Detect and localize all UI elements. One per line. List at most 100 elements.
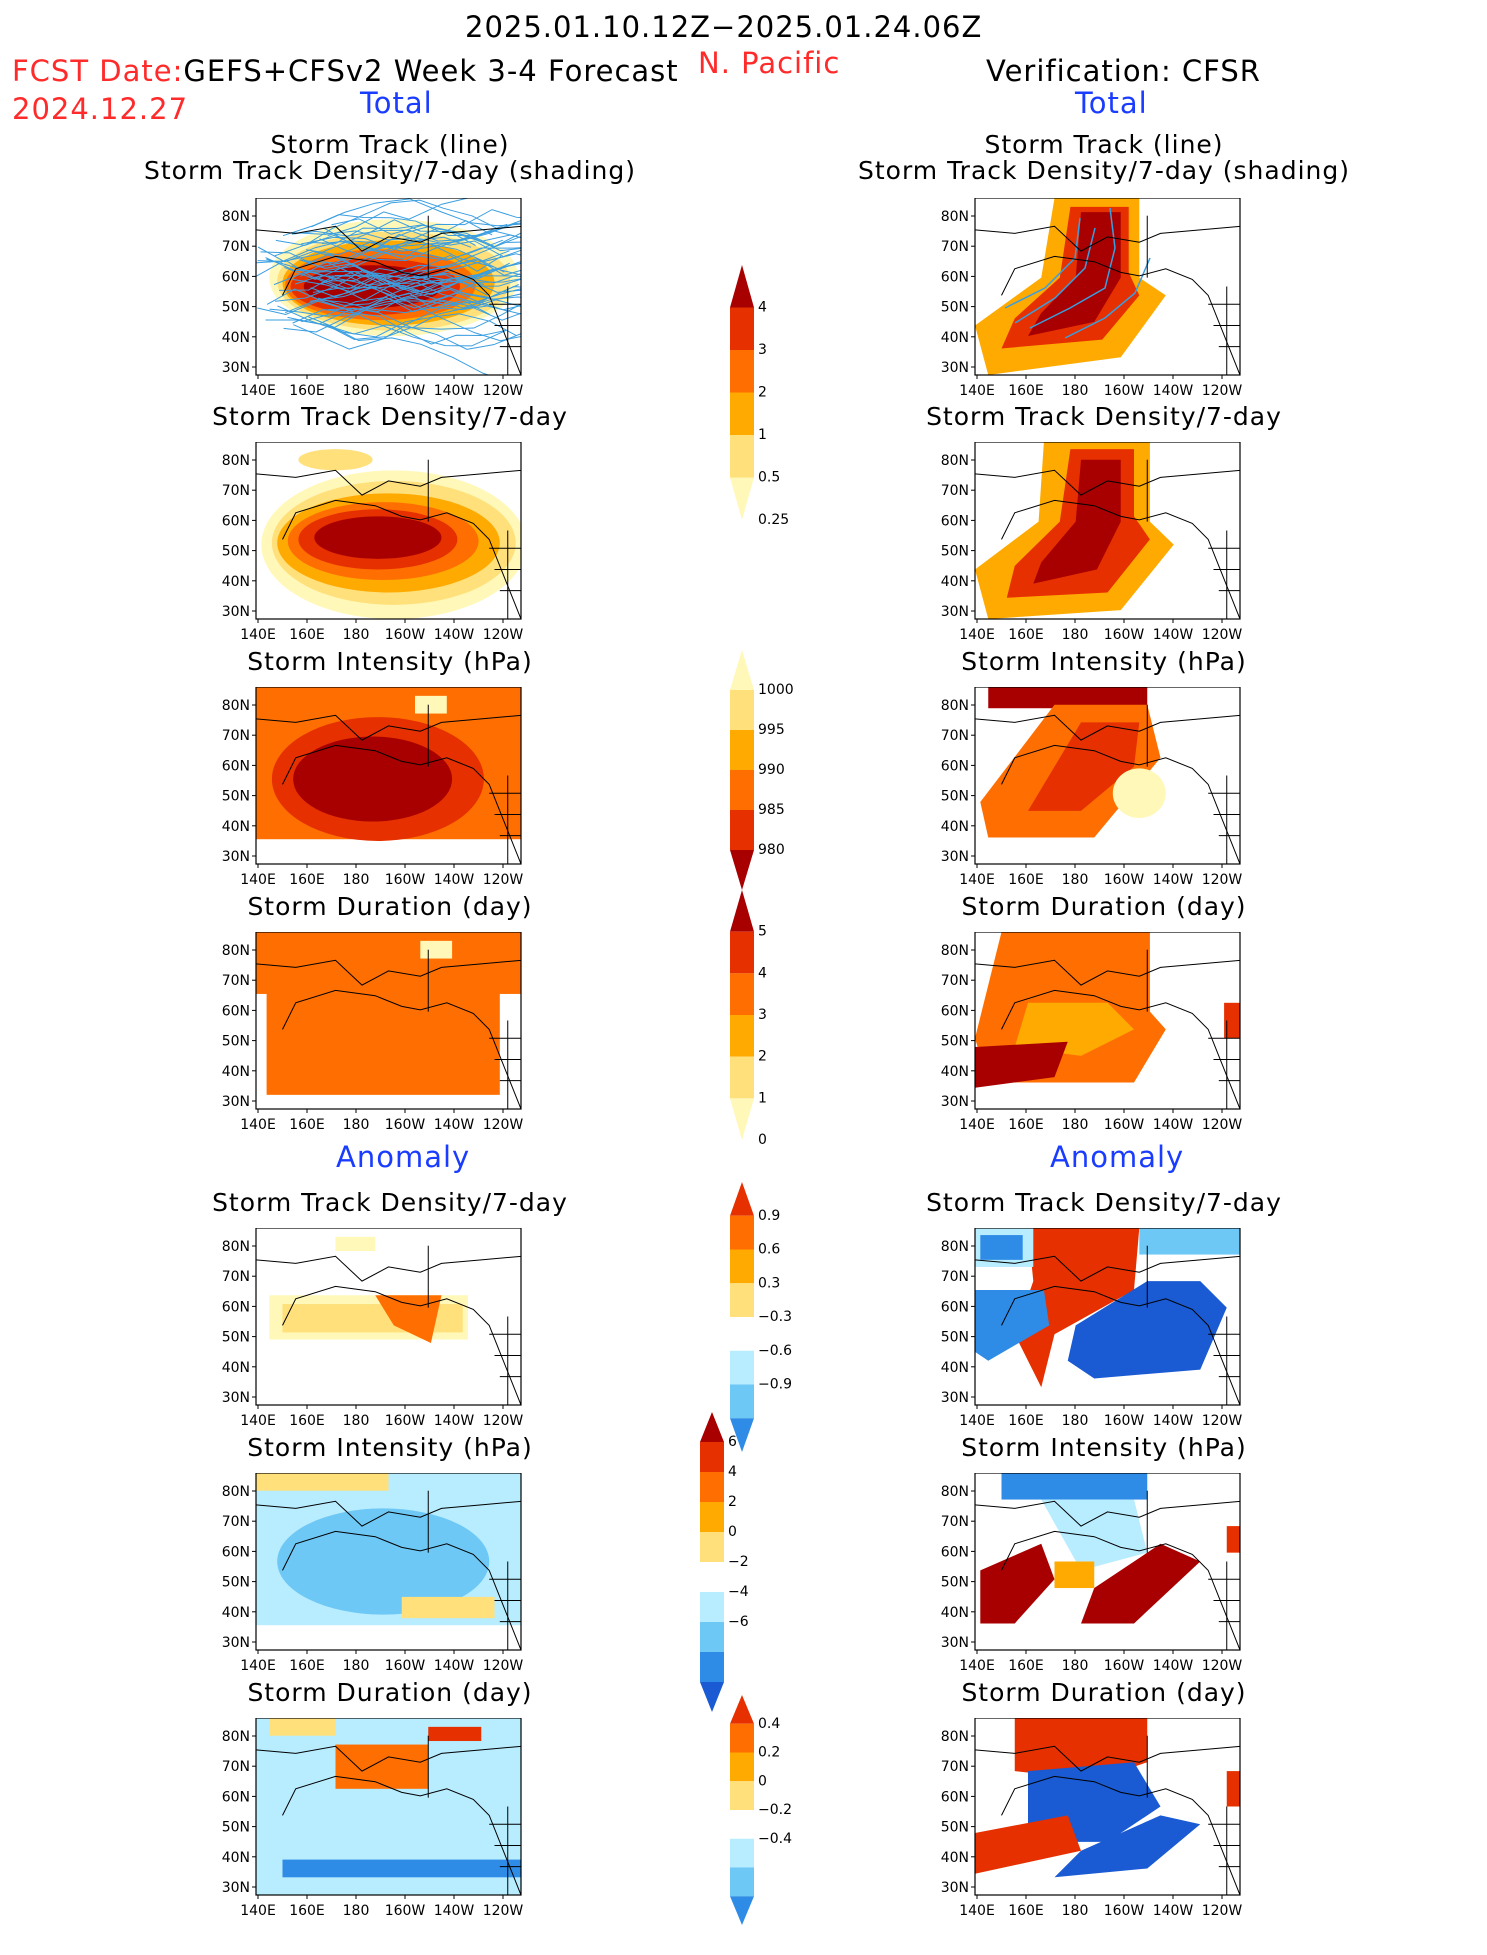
coastline bbox=[1001, 1530, 1240, 1650]
lat-tick-label: 70N bbox=[222, 728, 250, 744]
lat-tick-label: 80N bbox=[941, 209, 969, 225]
map-panel-fcst-total-track: 80N 70N 60N 50N 40N 30N 140E 160E 180 160W 140W 120… bbox=[222, 198, 523, 399]
colorbar-cb-duration: 5 4 3 2 1 0 bbox=[730, 890, 767, 1148]
title-fcst-track-shading: Storm Track Density/7-day (shading) bbox=[143, 156, 637, 185]
lon-tick-label: 180 bbox=[1062, 383, 1089, 399]
lon-tick-label: 140E bbox=[240, 1117, 276, 1133]
lon-tick-label: 180 bbox=[1062, 627, 1089, 643]
colorbar-label: 4 bbox=[758, 300, 767, 316]
coastline bbox=[489, 1806, 521, 1895]
storm-track-line bbox=[320, 270, 521, 303]
lon-tick-label: 180 bbox=[1062, 1117, 1089, 1133]
lon-tick-label: 160E bbox=[1008, 627, 1044, 643]
storm-track-line bbox=[296, 267, 521, 342]
colorbar-segment bbox=[700, 1622, 724, 1652]
storm-track-line bbox=[1029, 207, 1116, 329]
shade-region bbox=[1067, 1281, 1227, 1379]
map-frame bbox=[974, 1228, 1241, 1406]
map-frame bbox=[255, 442, 522, 620]
colorbar-segment bbox=[700, 1412, 724, 1442]
lat-tick-label: 30N bbox=[941, 849, 969, 865]
storm-track-line bbox=[1014, 227, 1096, 324]
colorbar-cb-anom-density: 0.9 0.6 0.3 −0.3 −0.6 −0.9 bbox=[730, 1182, 792, 1452]
shade-region bbox=[266, 985, 500, 1095]
lat-tick-label: 40N bbox=[941, 1064, 969, 1080]
map-panel-cfsr-anom-density: 80N 70N 60N 50N 40N 30N 140E 160E 180 160W 140W 120… bbox=[941, 1228, 1243, 1429]
lat-tick-label: 30N bbox=[222, 1390, 250, 1406]
colorbar-label: −0.3 bbox=[758, 1309, 792, 1325]
colorbar-label: 3 bbox=[758, 1007, 767, 1023]
lon-tick-label: 140W bbox=[1153, 1413, 1194, 1429]
map-panel-cfsr-anom-duration: 80N 70N 60N 50N 40N 30N 140E 160E 180 160W 140W 120… bbox=[941, 1718, 1242, 1919]
colorbar-segment bbox=[700, 1502, 724, 1532]
shade-region bbox=[298, 449, 373, 471]
lat-tick-label: 70N bbox=[941, 1514, 969, 1530]
coastline bbox=[1001, 1285, 1240, 1405]
lon-tick-label: 140W bbox=[1153, 1903, 1194, 1919]
lon-tick-label: 120W bbox=[483, 1903, 524, 1919]
lat-tick-label: 50N bbox=[941, 1330, 969, 1346]
lon-tick-label: 160W bbox=[1104, 872, 1145, 888]
lon-tick-label: 140W bbox=[434, 627, 475, 643]
right-anomaly-label: Anomaly bbox=[1050, 1140, 1185, 1174]
map-frame bbox=[255, 932, 522, 1110]
shade-region bbox=[1054, 1815, 1201, 1878]
lat-tick-label: 50N bbox=[941, 1034, 969, 1050]
lon-tick-label: 140E bbox=[959, 1903, 995, 1919]
colorbar-segment bbox=[730, 810, 754, 850]
title-fcst-duration: Storm Duration (day) bbox=[247, 892, 533, 921]
lat-tick-label: 80N bbox=[222, 1729, 250, 1745]
colorbar-segment bbox=[700, 1562, 724, 1592]
lon-tick-label: 140W bbox=[1153, 383, 1194, 399]
lon-tick-label: 180 bbox=[1062, 1903, 1089, 1919]
colorbar-label: 0.6 bbox=[758, 1242, 780, 1258]
verification-label: Verification: CFSR bbox=[986, 54, 1261, 88]
lon-tick-label: 160E bbox=[1008, 1413, 1044, 1429]
lat-tick-label: 60N bbox=[222, 513, 250, 529]
storm-track-line bbox=[257, 246, 488, 296]
lon-tick-label: 160W bbox=[385, 1117, 426, 1133]
colorbar-segment bbox=[730, 770, 754, 810]
lat-tick-label: 40N bbox=[222, 1605, 250, 1621]
colorbar-label: −0.4 bbox=[758, 1831, 792, 1847]
title-cfsr-density: Storm Track Density/7-day bbox=[926, 402, 1282, 431]
lon-tick-label: 140W bbox=[434, 1903, 475, 1919]
title-fcst-anom-intensity: Storm Intensity (hPa) bbox=[247, 1433, 533, 1462]
lon-tick-label: 140E bbox=[240, 872, 276, 888]
title-cfsr-anom-intensity: Storm Intensity (hPa) bbox=[961, 1433, 1247, 1462]
map-panel-fcst-anom-density: 80N 70N 60N 50N 40N 30N 140E 160E 180 160W 140W 120… bbox=[222, 1228, 523, 1429]
coastline bbox=[256, 714, 521, 741]
storm-track-line bbox=[266, 288, 507, 347]
title-cfsr-duration: Storm Duration (day) bbox=[961, 892, 1247, 921]
shade-region bbox=[1112, 768, 1166, 818]
lon-tick-label: 160E bbox=[1008, 1903, 1044, 1919]
lon-tick-label: 140W bbox=[434, 383, 475, 399]
map-panel-cfsr-total-intensity: 80N 70N 60N 50N 40N 30N 140E 160E 180 160W 140W 120… bbox=[941, 687, 1242, 888]
shade-region bbox=[256, 1473, 389, 1491]
fcst-date-label: FCST Date:GEFS+CFSv2 Week 3-4 Forecast bbox=[12, 54, 679, 88]
left-anomaly-label: Anomaly bbox=[336, 1140, 471, 1174]
coastline bbox=[1001, 499, 1240, 619]
lon-tick-label: 160E bbox=[1008, 1658, 1044, 1674]
storm-track-line bbox=[292, 309, 506, 345]
colorbar-segment bbox=[730, 1384, 754, 1419]
map-panel-cfsr-total-density: 80N 70N 60N 50N 40N 30N 140E 160E 180 160W 140W 120… bbox=[941, 442, 1242, 643]
lon-tick-label: 120W bbox=[1202, 383, 1243, 399]
lon-tick-label: 120W bbox=[1202, 1413, 1243, 1429]
colorbar-label: 0.9 bbox=[758, 1208, 780, 1224]
lat-tick-label: 80N bbox=[941, 943, 969, 959]
coastline bbox=[256, 959, 521, 986]
storm-track-line bbox=[293, 301, 521, 350]
colorbar-segment bbox=[730, 1283, 754, 1317]
coastline bbox=[282, 255, 521, 375]
map-frame bbox=[974, 442, 1241, 620]
map-panel-fcst-total-duration: 80N 70N 60N 50N 40N 30N 140E 160E 180 160W 140W 120… bbox=[222, 932, 523, 1133]
storm-track-line bbox=[294, 261, 521, 295]
lat-tick-label: 80N bbox=[941, 698, 969, 714]
colorbar-segment bbox=[730, 1182, 754, 1216]
title-cfsr-track-line: Storm Track (line) bbox=[984, 130, 1224, 159]
storm-track-line bbox=[326, 324, 521, 350]
fcst-date-value: 2024.12.27 bbox=[12, 92, 189, 126]
lat-tick-label: 40N bbox=[941, 574, 969, 590]
colorbar-cb-anom-intensity: 6 4 2 0 −2 −4 −6 bbox=[700, 1412, 749, 1712]
